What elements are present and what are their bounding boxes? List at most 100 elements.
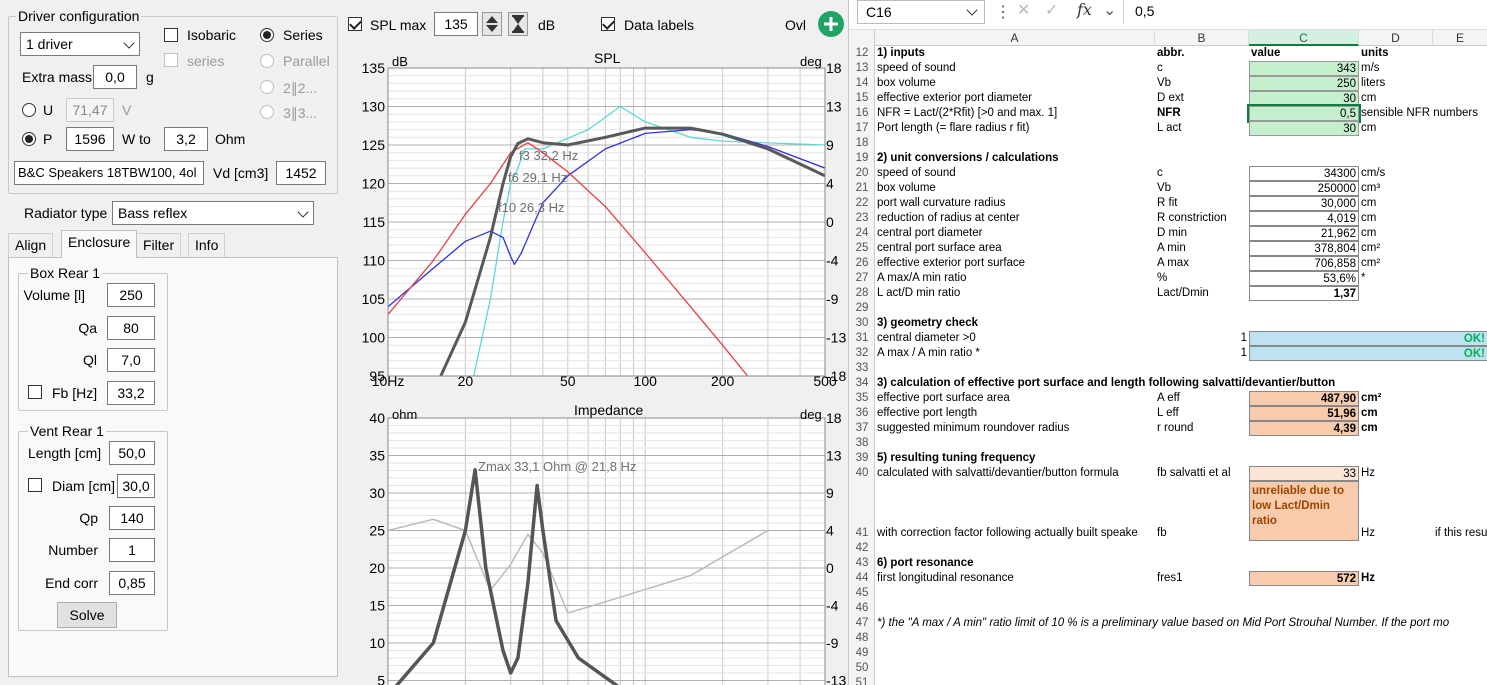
cell-b[interactable]: fres1 — [1157, 572, 1183, 584]
cell-a[interactable]: A max / A min ratio * — [877, 347, 980, 359]
cell-b[interactable]: L eff — [1157, 407, 1179, 419]
cell-b[interactable] — [1155, 601, 1157, 616]
row-number[interactable]: 42 — [855, 542, 869, 554]
cell-c[interactable]: 1,37 — [1249, 286, 1359, 301]
cell-b[interactable] — [1155, 586, 1157, 601]
cell-d[interactable]: cm² — [1361, 392, 1382, 404]
cell-d[interactable]: cm — [1361, 227, 1377, 239]
cell-a[interactable] — [875, 136, 877, 151]
solve-button[interactable]: Solve — [57, 602, 117, 628]
cell-a[interactable]: speed of sound — [877, 62, 956, 74]
cell-c[interactable]: 33 — [1249, 466, 1359, 481]
cell-a[interactable] — [875, 601, 877, 616]
cell-d[interactable]: cm — [1361, 122, 1377, 134]
cell-a[interactable]: effective exterior port surface — [877, 257, 1026, 269]
row-number[interactable]: 17 — [855, 122, 869, 134]
spl-spinner[interactable] — [482, 12, 502, 36]
row-number[interactable]: 48 — [855, 632, 869, 644]
cell-b[interactable]: c — [1157, 62, 1163, 74]
cell-a[interactable]: 5) resulting tuning frequency — [877, 452, 1036, 464]
cell-b[interactable] — [1155, 661, 1157, 676]
cell-a[interactable]: central port surface area — [877, 242, 1002, 254]
row-number[interactable]: 45 — [855, 587, 869, 599]
cell-ok[interactable]: OK! — [1249, 331, 1487, 346]
add-overlay-button[interactable] — [818, 11, 844, 37]
cell-d[interactable] — [1359, 361, 1361, 376]
cell-a[interactable]: 6) port resonance — [877, 557, 974, 569]
cell-c[interactable]: 343 — [1249, 61, 1359, 76]
row-number[interactable]: 23 — [855, 212, 869, 224]
column-header-b[interactable]: B — [1155, 30, 1249, 46]
row-number[interactable]: 19 — [855, 152, 869, 164]
row-number[interactable]: 36 — [855, 407, 869, 419]
cell-a[interactable] — [875, 586, 877, 601]
row-number[interactable]: 35 — [855, 392, 869, 404]
cell-b[interactable]: abbr. — [1157, 47, 1185, 59]
cell-d[interactable] — [1359, 676, 1361, 685]
fx-dropdown-icon[interactable]: ⌄ — [1103, 2, 1117, 19]
cell-a[interactable]: A max/A min ratio — [877, 272, 967, 284]
cell-d[interactable] — [1359, 301, 1361, 316]
cell-d[interactable]: * — [1361, 272, 1366, 284]
row-number[interactable]: 43 — [855, 557, 869, 569]
cell-d[interactable] — [1359, 646, 1361, 661]
cell-a[interactable]: box volume — [877, 182, 936, 194]
cell-c[interactable] — [1249, 616, 1359, 631]
option-3x3-radio[interactable] — [260, 105, 274, 119]
series-radio[interactable] — [260, 28, 274, 42]
cell-a[interactable]: effective port surface area — [877, 392, 1010, 404]
cell-a[interactable]: *) the "A max / A min" ratio limit of 10… — [877, 617, 1450, 629]
cell-c[interactable] — [1249, 136, 1359, 151]
cell-c[interactable] — [1249, 451, 1359, 466]
cell-d[interactable] — [1359, 556, 1361, 571]
cell-d[interactable]: Hz — [1361, 572, 1376, 584]
row-number[interactable]: 47 — [855, 617, 869, 629]
cell-c[interactable] — [1249, 376, 1359, 391]
row-number[interactable]: 51 — [855, 677, 869, 685]
row-number[interactable]: 15 — [855, 92, 869, 104]
cell-c[interactable]: 250000 — [1249, 181, 1359, 196]
cell-a[interactable]: with correction factor following actuall… — [877, 527, 1138, 539]
cell-c[interactable] — [1249, 436, 1359, 451]
cell-c[interactable]: value — [1251, 47, 1281, 59]
row-number[interactable]: 28 — [855, 287, 869, 299]
cell-a[interactable]: speed of sound — [877, 167, 956, 179]
qp-input[interactable]: 140 — [109, 506, 155, 530]
spl-max-input[interactable]: 135 — [434, 12, 478, 36]
cell-c[interactable]: 4,019 — [1249, 211, 1359, 226]
cell-b[interactable]: D min — [1157, 227, 1188, 239]
cell-e[interactable]: if this resu — [1435, 527, 1487, 539]
extra-mass-input[interactable]: 0,0 — [93, 65, 137, 89]
row-number[interactable]: 29 — [855, 302, 869, 314]
number-input[interactable]: 1 — [109, 538, 155, 562]
cell-c[interactable]: 0,5 — [1247, 104, 1361, 123]
row-number[interactable]: 20 — [855, 167, 869, 179]
cell-d[interactable] — [1359, 541, 1361, 556]
end-corr-input[interactable]: 0,85 — [109, 571, 155, 595]
cell-b[interactable]: % — [1157, 272, 1168, 284]
row-number[interactable]: 41 — [855, 527, 869, 539]
cell-b[interactable] — [1155, 151, 1157, 166]
cell-a[interactable]: central diameter >0 — [877, 332, 976, 344]
cell-c[interactable] — [1249, 556, 1359, 571]
row-number[interactable]: 25 — [855, 242, 869, 254]
cell-d[interactable]: cm² — [1361, 242, 1381, 254]
column-header-e[interactable]: E — [1433, 30, 1487, 46]
cell-b[interactable] — [1155, 436, 1157, 451]
cell-a[interactable] — [875, 631, 877, 646]
cell-b[interactable] — [1155, 556, 1157, 571]
row-number[interactable]: 34 — [855, 377, 869, 389]
cell-d[interactable]: Hz — [1361, 527, 1376, 539]
cell-c[interactable] — [1249, 361, 1359, 376]
name-box[interactable]: C16 — [857, 0, 985, 24]
cell-c[interactable] — [1249, 676, 1359, 685]
enter-icon[interactable]: ✓ — [1045, 2, 1059, 19]
column-header-d[interactable]: D — [1359, 30, 1433, 46]
row-number[interactable]: 40 — [855, 467, 869, 479]
row-number[interactable]: 37 — [855, 422, 869, 434]
cell-c[interactable]: 250 — [1249, 76, 1359, 91]
cell-c[interactable] — [1249, 586, 1359, 601]
row-number[interactable]: 18 — [855, 137, 869, 149]
cell-b[interactable]: A max — [1157, 257, 1189, 269]
cell-d[interactable]: cm — [1361, 422, 1378, 434]
